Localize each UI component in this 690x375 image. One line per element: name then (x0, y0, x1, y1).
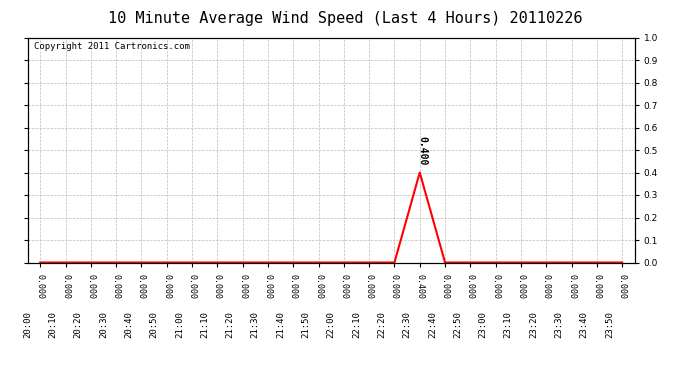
Text: 0.000: 0.000 (567, 274, 576, 298)
Text: 23:50: 23:50 (605, 311, 614, 338)
Text: 20:00: 20:00 (23, 311, 32, 338)
Text: 21:30: 21:30 (250, 311, 260, 338)
Text: 0.000: 0.000 (364, 274, 374, 298)
Text: 0.000: 0.000 (466, 274, 475, 298)
Text: 22:40: 22:40 (428, 311, 437, 338)
Text: 23:30: 23:30 (554, 311, 564, 338)
Text: 0.000: 0.000 (314, 274, 323, 298)
Text: 0.400: 0.400 (415, 274, 424, 298)
Text: 22:00: 22:00 (326, 311, 336, 338)
Text: 0.000: 0.000 (162, 274, 171, 298)
Text: 22:50: 22:50 (453, 311, 462, 338)
Text: 21:50: 21:50 (302, 311, 310, 338)
Text: 0.000: 0.000 (390, 274, 399, 298)
Text: 0.000: 0.000 (618, 274, 627, 298)
Text: 0.000: 0.000 (288, 274, 298, 298)
Text: 23:40: 23:40 (580, 311, 589, 338)
Text: 0.000: 0.000 (213, 274, 222, 298)
Text: 0.000: 0.000 (339, 274, 348, 298)
Text: 20:40: 20:40 (124, 311, 133, 338)
Text: 0.000: 0.000 (61, 274, 70, 298)
Text: 20:10: 20:10 (48, 311, 57, 338)
Text: Copyright 2011 Cartronics.com: Copyright 2011 Cartronics.com (34, 42, 190, 51)
Text: 22:10: 22:10 (352, 311, 361, 338)
Text: 0.000: 0.000 (592, 274, 602, 298)
Text: 21:20: 21:20 (226, 311, 235, 338)
Text: 21:40: 21:40 (276, 311, 285, 338)
Text: 0.000: 0.000 (188, 274, 197, 298)
Text: 0.000: 0.000 (516, 274, 526, 298)
Text: 0.000: 0.000 (112, 274, 121, 298)
Text: 0.000: 0.000 (491, 274, 500, 298)
Text: 23:10: 23:10 (504, 311, 513, 338)
Text: 0.000: 0.000 (86, 274, 95, 298)
Text: 23:20: 23:20 (529, 311, 538, 338)
Text: 22:20: 22:20 (377, 311, 386, 338)
Text: 20:50: 20:50 (150, 311, 159, 338)
Text: 21:10: 21:10 (200, 311, 209, 338)
Text: 23:00: 23:00 (478, 311, 488, 338)
Text: 0.000: 0.000 (137, 274, 146, 298)
Text: 0.400: 0.400 (417, 136, 428, 165)
Text: 0.000: 0.000 (36, 274, 45, 298)
Text: 0.000: 0.000 (238, 274, 247, 298)
Text: 10 Minute Average Wind Speed (Last 4 Hours) 20110226: 10 Minute Average Wind Speed (Last 4 Hou… (108, 11, 582, 26)
Text: 21:00: 21:00 (175, 311, 184, 338)
Text: 22:30: 22:30 (402, 311, 412, 338)
Text: 20:30: 20:30 (99, 311, 108, 338)
Text: 0.000: 0.000 (440, 274, 450, 298)
Text: 20:20: 20:20 (74, 311, 83, 338)
Text: 0.000: 0.000 (542, 274, 551, 298)
Text: 0.000: 0.000 (264, 274, 273, 298)
